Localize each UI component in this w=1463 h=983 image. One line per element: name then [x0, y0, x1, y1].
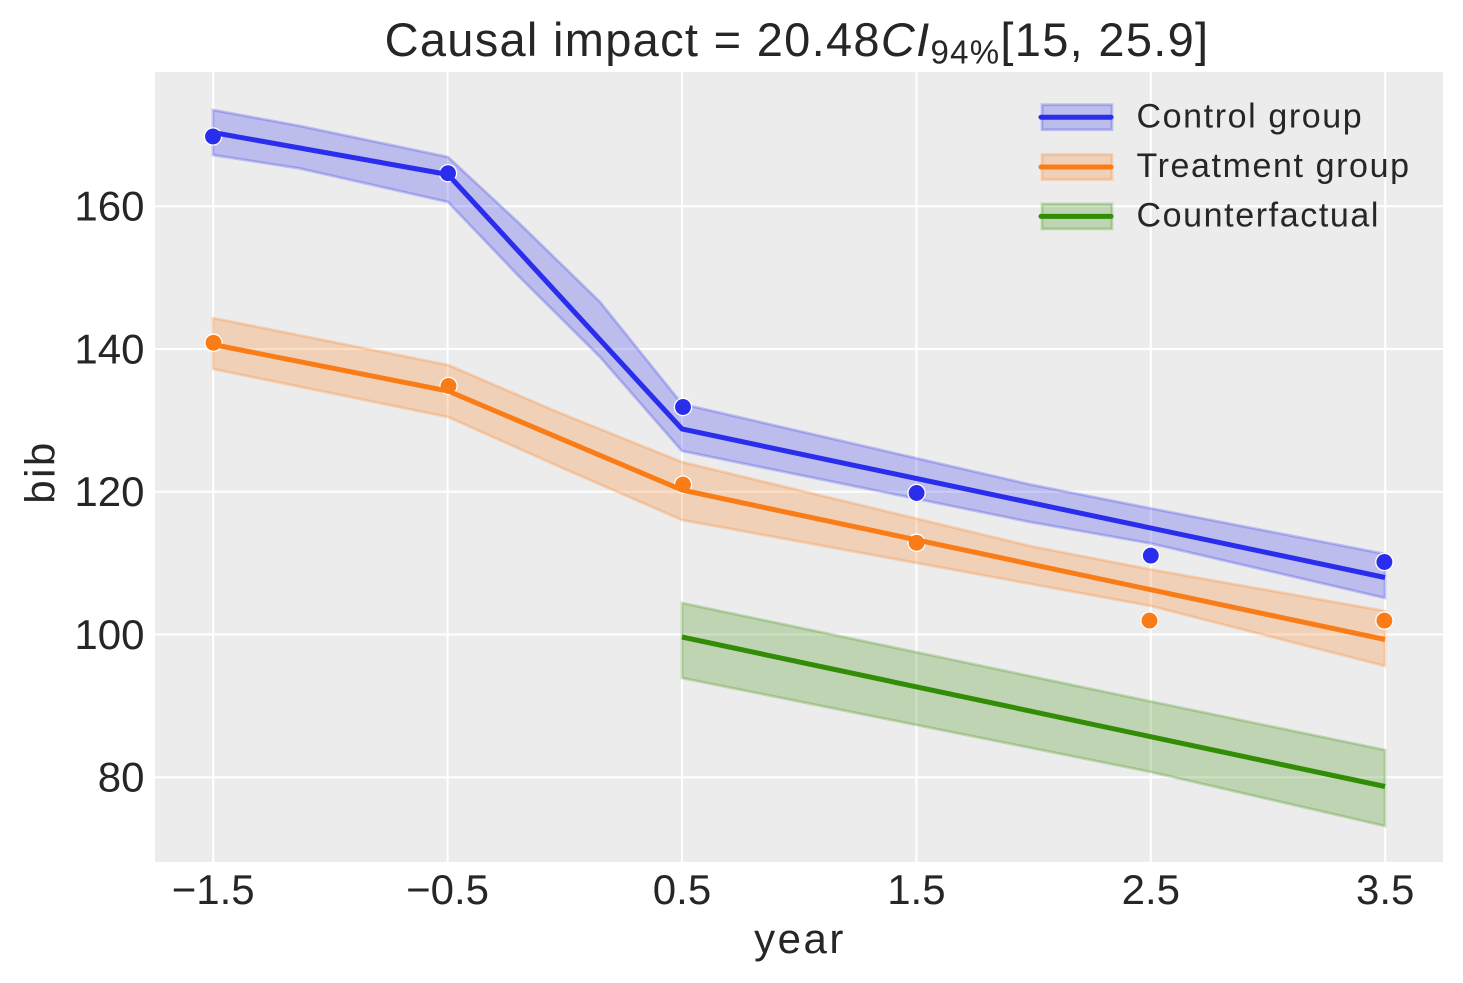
svg-text:2.5: 2.5: [1122, 866, 1180, 913]
svg-text:120: 120: [74, 468, 144, 515]
svg-text:−1.5: −1.5: [172, 866, 255, 913]
svg-text:160: 160: [74, 183, 144, 230]
svg-text:Counterfactual: Counterfactual: [1137, 197, 1381, 235]
svg-text:3.5: 3.5: [1356, 866, 1414, 913]
svg-text:Control group: Control group: [1137, 97, 1364, 135]
svg-text:Causal impact = 20.48CI94%[15,: Causal impact = 20.48CI94%[15, 25.9]: [385, 13, 1210, 71]
svg-text:100: 100: [74, 611, 144, 658]
svg-text:1.5: 1.5: [887, 866, 945, 913]
svg-text:0.5: 0.5: [653, 866, 711, 913]
svg-text:−0.5: −0.5: [406, 866, 489, 913]
svg-text:80: 80: [98, 754, 145, 801]
svg-text:140: 140: [74, 325, 144, 372]
svg-text:bib: bib: [17, 440, 64, 504]
svg-text:year: year: [754, 915, 846, 962]
svg-text:Treatment group: Treatment group: [1137, 147, 1411, 185]
